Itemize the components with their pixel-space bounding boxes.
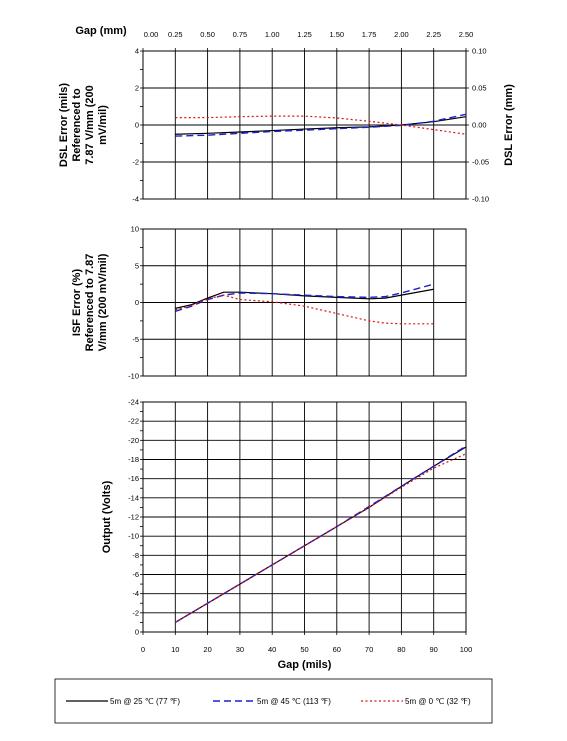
x-tick-label: 60 (333, 645, 341, 654)
x-tick-label: 20 (203, 645, 211, 654)
top-tick-label: 1.75 (362, 30, 377, 39)
y-axis-title-line: Referenced to (71, 88, 83, 162)
y-tick-label: -4 (132, 589, 139, 598)
top-axis-title: Gap (mm) (75, 25, 127, 37)
y-tick-label: -4 (132, 195, 139, 204)
legend-box (54, 678, 493, 724)
y-axis-title-line: 7.87 V/mm (200 (84, 85, 96, 165)
top-tick-label: 0.00 (144, 30, 159, 39)
y-tick-label: 0 (135, 298, 139, 307)
y-tick-label: -12 (128, 513, 139, 522)
series-line-dsl-1 (175, 113, 467, 137)
series-line-isf-2 (175, 294, 434, 325)
y-tick-label: -24 (128, 398, 139, 407)
x-tick-label: 40 (268, 645, 276, 654)
x-tick-label: 30 (236, 645, 244, 654)
series-line-dsl-2 (175, 115, 467, 135)
y2-tick-label: 0.05 (472, 84, 487, 93)
top-tick-label: 2.00 (394, 30, 409, 39)
y2-tick-label: 0.00 (472, 121, 487, 130)
x-tick-label: 50 (300, 645, 308, 654)
top-tick-label: 0.75 (233, 30, 248, 39)
y-tick-label: 0 (135, 121, 139, 130)
y-tick-label: 5 (135, 261, 139, 270)
top-tick-label: 0.50 (200, 30, 215, 39)
top-tick-label: 1.50 (329, 30, 344, 39)
y2-tick-label: -0.10 (472, 195, 489, 204)
top-tick-label: 1.00 (265, 30, 280, 39)
x-tick-label: 70 (365, 645, 373, 654)
y2-tick-label: -0.05 (472, 158, 489, 167)
top-tick-label: 1.25 (297, 30, 312, 39)
top-tick-label: 0.25 (168, 30, 183, 39)
y-tick-label: -18 (128, 455, 139, 464)
x-tick-label: 80 (397, 645, 405, 654)
y-tick-label: -8 (132, 551, 139, 560)
y-tick-label: -16 (128, 474, 139, 483)
y2-axis-title: DSL Error (mm) (503, 84, 515, 166)
y2-tick-label: 0.10 (472, 47, 487, 56)
y-axis-title-line: Referenced to 7.87 (84, 254, 96, 352)
y-tick-label: 4 (135, 47, 139, 56)
x-tick-label: 100 (460, 645, 473, 654)
y-tick-label: 2 (135, 84, 139, 93)
y-tick-label: -2 (132, 158, 139, 167)
y-tick-label: -20 (128, 436, 139, 445)
top-tick-label: 2.50 (459, 30, 474, 39)
top-tick-label: 2.25 (426, 30, 441, 39)
y-tick-label: 10 (131, 225, 139, 234)
y-tick-label: -14 (128, 493, 139, 502)
y-tick-label: 0 (135, 628, 139, 637)
series-line-output-1 (174, 445, 467, 624)
y-axis-title-line: DSL Error (mils) (58, 83, 70, 167)
y-tick-label: -6 (132, 570, 139, 579)
x-tick-label: 0 (141, 645, 145, 654)
y-axis-title-line: ISF Error (%) (71, 269, 83, 337)
legend-label: 5m @ 45 ℃ (113 ℉) (257, 697, 331, 706)
y-tick-label: -5 (132, 335, 139, 344)
y-tick-label: -2 (132, 608, 139, 617)
y-tick-label: -10 (128, 532, 139, 541)
x-tick-label: 10 (171, 645, 179, 654)
legend-label: 5m @ 25 ℃ (77 ℉) (110, 697, 180, 706)
y-tick-label: -10 (128, 372, 139, 381)
x-axis-title: Gap (mils) (278, 659, 332, 671)
series-line-isf-1 (175, 283, 434, 312)
y-axis-title-line: mV/mil) (97, 105, 109, 145)
y-axis-title: Output (Volts) (101, 480, 113, 553)
x-tick-label: 90 (430, 645, 438, 654)
y-tick-label: -22 (128, 417, 139, 426)
y-axis-title-line: V/mm (200 mV/mil) (97, 253, 109, 351)
legend-label: 5m @ 0 ℃ (32 ℉) (405, 697, 471, 706)
